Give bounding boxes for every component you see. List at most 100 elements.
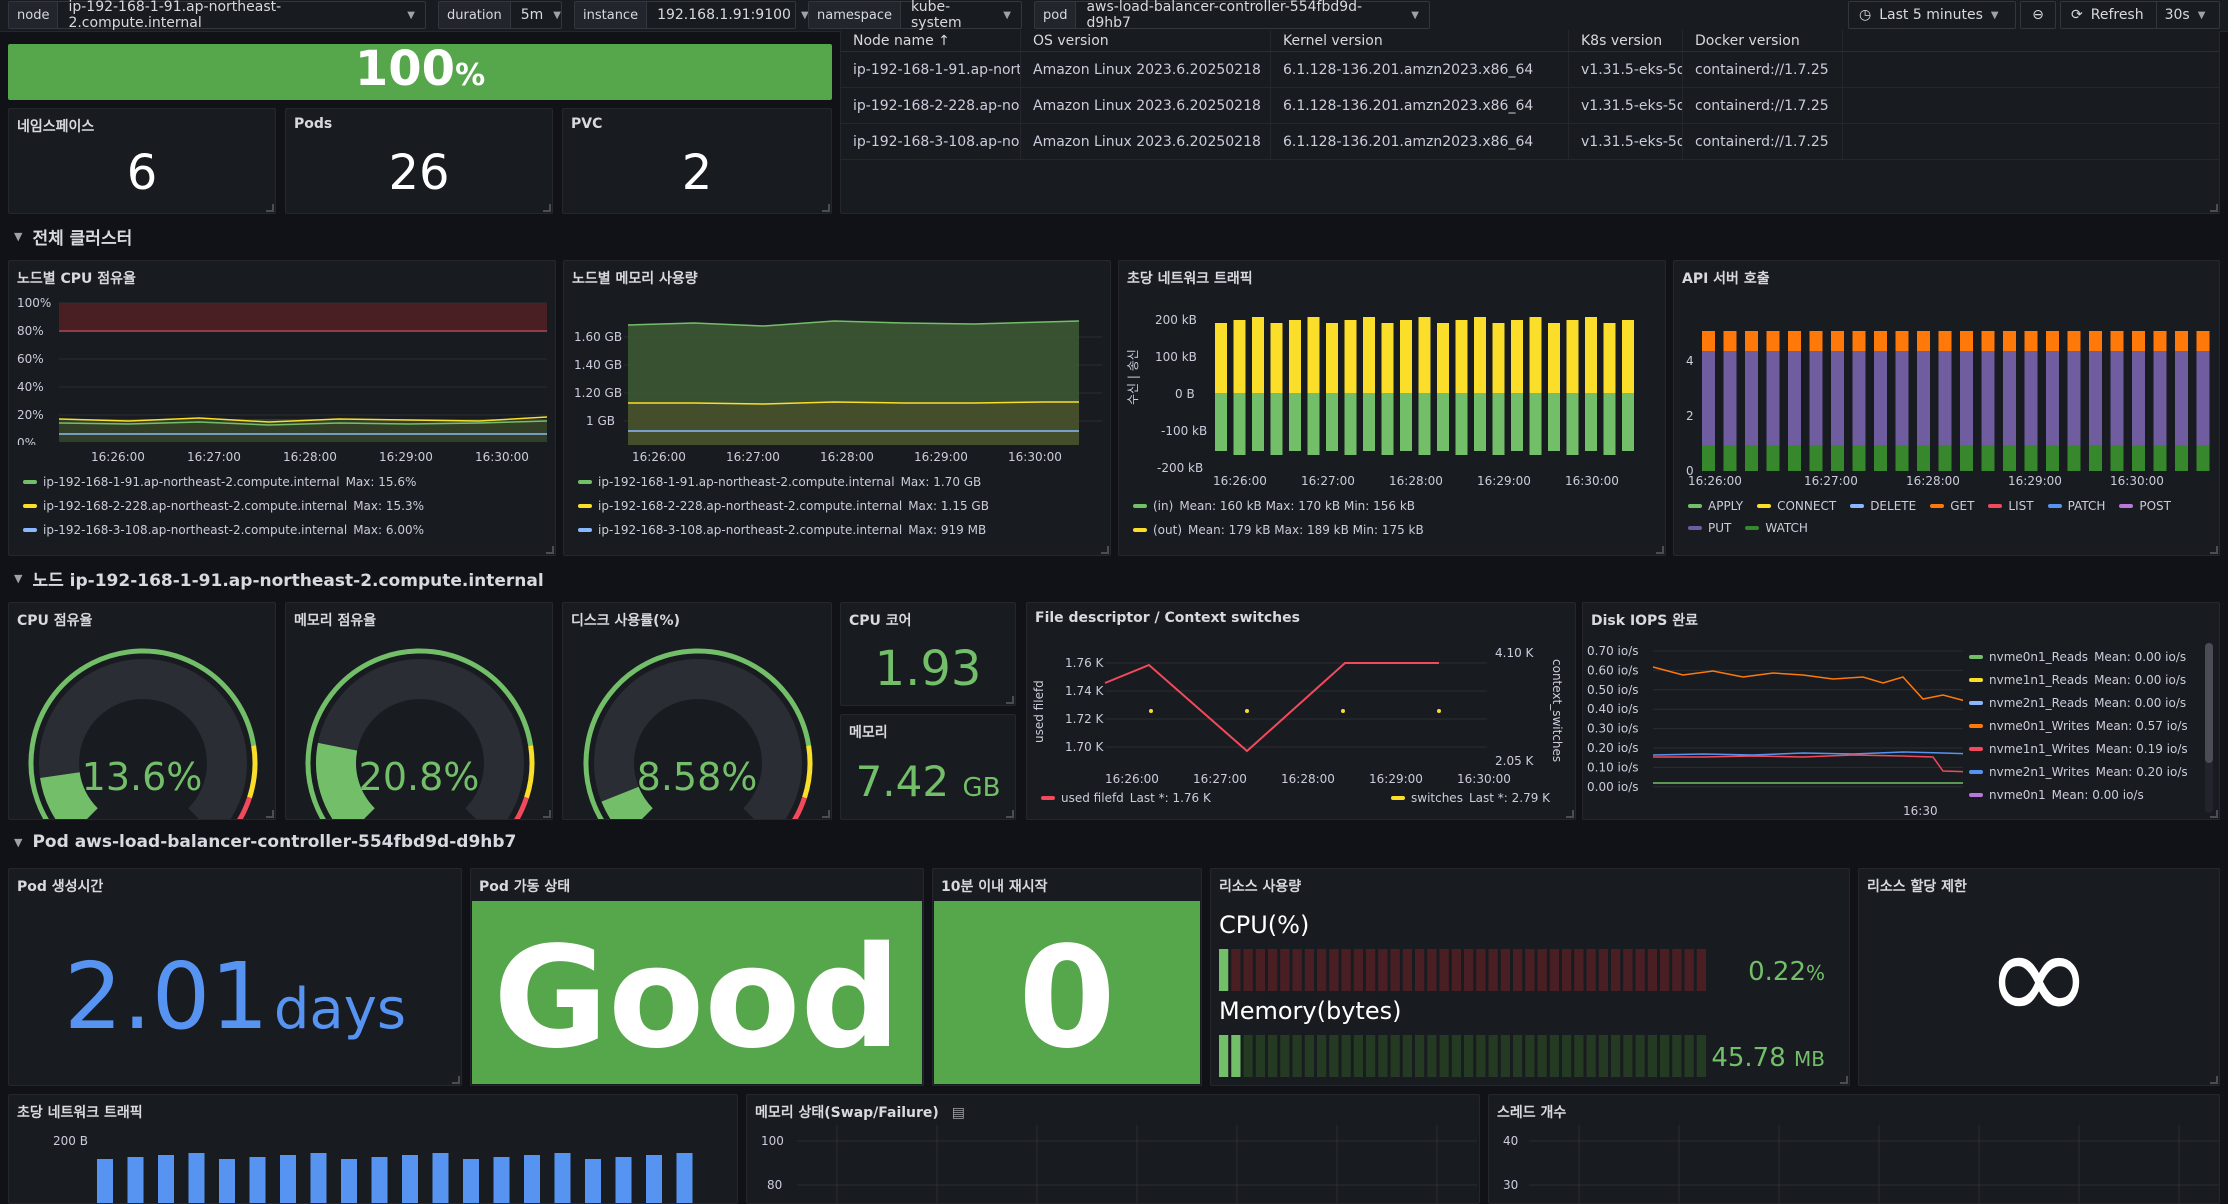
legend-item[interactable]: CONNECT (1757, 499, 1836, 513)
resize-handle[interactable] (546, 546, 554, 554)
resize-handle[interactable] (2210, 546, 2218, 554)
pod-variable[interactable]: pod aws-load-balancer-controller-554fbd9… (1034, 0, 1430, 31)
chevron-down-icon: ▼ (1990, 9, 1999, 21)
legend-scrollbar[interactable] (2205, 643, 2213, 813)
column-header[interactable]: Docker version (1683, 30, 1843, 51)
refresh-button[interactable]: ⟳ Refresh 30s ▼ (2060, 1, 2220, 29)
scrollbar-thumb[interactable] (2205, 643, 2213, 763)
row-header-node[interactable]: ▼ 노드 ip-192-168-1-91.ap-northeast-2.comp… (14, 566, 544, 591)
panel-title: CPU 코어 (849, 613, 912, 629)
zoom-out-button[interactable]: ⊖ (2020, 1, 2056, 29)
chevron-down-icon[interactable]: ▼ (1003, 9, 1011, 21)
chevron-down-icon[interactable]: ▼ (800, 9, 809, 21)
duration-select[interactable]: 5m (520, 7, 544, 23)
legend-item[interactable]: nvme0n1_Writes Mean: 0.57 io/s (1969, 714, 2209, 737)
series-line-node2 (58, 416, 548, 423)
legend-swatch (1133, 504, 1147, 508)
x-tick: 16:29:00 (2008, 474, 2062, 488)
chevron-down-icon[interactable]: ▼ (407, 9, 415, 21)
legend-name: ip-192-168-1-91.ap-northeast-2.compute.i… (598, 475, 895, 489)
legend-item[interactable]: ip-192-168-3-108.ap-northeast-2.compute.… (23, 523, 424, 537)
put-bar (2024, 351, 2038, 445)
resize-handle[interactable] (2210, 204, 2218, 212)
resize-handle[interactable] (1101, 546, 1109, 554)
resize-handle[interactable] (543, 810, 551, 818)
resize-handle[interactable] (1566, 810, 1574, 818)
legend-item[interactable]: (in) Mean: 160 kB Max: 170 kB Min: 156 kB (1133, 499, 1415, 513)
legend-item[interactable]: nvme1n1_Reads Mean: 0.00 io/s (1969, 668, 2209, 691)
gauge-fill (601, 786, 654, 819)
column-header[interactable]: K8s version (1569, 30, 1683, 51)
resize-handle[interactable] (266, 810, 274, 818)
instance-variable[interactable]: instance 192.168.1.91:9100 ▼ (574, 1, 809, 29)
legend-item[interactable]: (out) Mean: 179 kB Max: 189 kB Min: 175 k… (1133, 523, 1424, 537)
resize-handle[interactable] (266, 204, 274, 212)
chevron-down-icon[interactable]: ▼ (553, 9, 561, 21)
legend-item[interactable]: used filefd Last *: 1.76 K (1041, 791, 1211, 805)
resize-handle[interactable] (1006, 696, 1014, 704)
resize-handle[interactable] (2210, 1076, 2218, 1084)
column-header[interactable]: Kernel version (1271, 30, 1569, 51)
node-variable[interactable]: node ip-192-168-1-91.ap-northeast-2.comp… (8, 0, 426, 31)
legend-item[interactable]: ip-192-168-3-108.ap-northeast-2.compute.… (578, 523, 986, 537)
x-tick: 16:26:00 (632, 450, 686, 464)
resize-handle[interactable] (2210, 810, 2218, 818)
legend-item[interactable]: nvme0n1_Reads Mean: 0.00 io/s (1969, 645, 2209, 668)
out-bar (1289, 320, 1301, 393)
legend-item[interactable]: PATCH (2047, 499, 2105, 513)
legend-item[interactable]: ip-192-168-1-91.ap-northeast-2.compute.i… (23, 475, 416, 489)
legend-item[interactable]: ip-192-168-1-91.ap-northeast-2.compute.i… (578, 475, 981, 489)
namespace-select[interactable]: kube-system (911, 0, 962, 31)
put-bar (1938, 351, 1952, 445)
y-tick: 1.76 K (1065, 656, 1105, 670)
net-bar (554, 1153, 571, 1203)
column-header[interactable]: Node name ↑ (841, 30, 1021, 51)
resize-handle[interactable] (822, 810, 830, 818)
legend-item[interactable]: switches Last *: 2.79 K (1391, 791, 1550, 805)
resize-handle[interactable] (543, 204, 551, 212)
legend-item[interactable]: ip-192-168-2-228.ap-northeast-2.compute.… (23, 499, 424, 513)
chevron-down-icon[interactable]: ▼ (1411, 9, 1419, 21)
y-tick: 0.20 io/s (1587, 741, 1639, 755)
legend-item[interactable]: ip-192-168-2-228.ap-northeast-2.compute.… (578, 499, 989, 513)
memory-usage-bar (1219, 1035, 1706, 1077)
pod-select[interactable]: aws-load-balancer-controller-554fbd9d-d9… (1086, 0, 1363, 31)
legend-item[interactable]: POST (2119, 499, 2171, 513)
resize-handle[interactable] (1656, 546, 1664, 554)
resize-handle[interactable] (1006, 810, 1014, 818)
instance-select[interactable]: 192.168.1.91:9100 (657, 7, 791, 23)
net-bar (280, 1155, 296, 1203)
x-tick: 16:27:00 (1804, 474, 1858, 488)
column-header[interactable]: OS version (1021, 30, 1271, 51)
legend-item[interactable]: PUT (1688, 521, 1731, 535)
clock-icon: ◷ (1859, 7, 1872, 23)
namespace-variable[interactable]: namespace kube-system ▼ (808, 0, 1022, 31)
row-header-pod[interactable]: ▼ Pod aws-load-balancer-controller-554fb… (14, 832, 516, 852)
legend-stat: Last *: 2.79 K (1468, 791, 1551, 805)
out-bar (1455, 320, 1468, 393)
resize-handle[interactable] (452, 1076, 460, 1084)
y-tick: 80% (17, 324, 44, 338)
legend-item[interactable]: GET (1930, 499, 1974, 513)
legend-item[interactable]: WATCH (1745, 521, 1808, 535)
out-bar (1307, 317, 1320, 393)
row-header-cluster[interactable]: ▼ 전체 클러스터 (14, 224, 132, 249)
legend-item[interactable]: nvme0n1 Mean: 0.00 io/s (1969, 783, 2209, 806)
y-tick: 200 kB (1155, 313, 1197, 327)
resize-handle[interactable] (1840, 1076, 1848, 1084)
legend-item[interactable]: nvme2n1_Writes Mean: 0.20 io/s (1969, 760, 2209, 783)
legend-item[interactable]: nvme1n1_Writes Mean: 0.19 io/s (1969, 737, 2209, 760)
chevron-down-icon[interactable]: ▼ (2197, 9, 2206, 21)
legend-item[interactable]: nvme2n1_Reads Mean: 0.00 io/s (1969, 691, 2209, 714)
node-select[interactable]: ip-192-168-1-91.ap-northeast-2.compute.i… (68, 0, 282, 31)
resize-handle[interactable] (822, 204, 830, 212)
time-range-picker[interactable]: ◷ Last 5 minutes ▼ (1848, 1, 2016, 29)
duration-variable[interactable]: duration 5m ▼ (438, 1, 562, 29)
legend-item[interactable]: DELETE (1850, 499, 1916, 513)
legend-item[interactable]: APPLY (1688, 499, 1743, 513)
legend-item[interactable]: LIST (1988, 499, 2034, 513)
memory-status-panel: 메모리 상태(Swap/Failure) ▤ 100 80 (746, 1094, 1480, 1204)
y-tick: 100 (761, 1134, 784, 1148)
library-panel-icon[interactable]: ▤ (951, 1105, 965, 1121)
refresh-interval[interactable]: 30s (2164, 7, 2190, 23)
